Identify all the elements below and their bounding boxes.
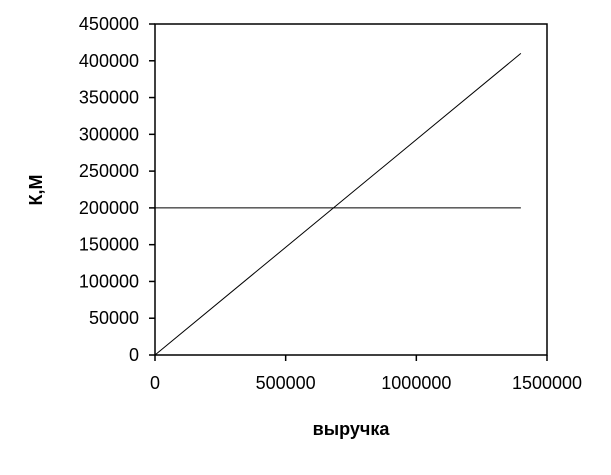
y-tick-label: 400000 [79, 51, 139, 71]
series-line-1 [154, 53, 522, 356]
y-tick-label: 150000 [79, 235, 139, 255]
y-tick-label: 0 [129, 345, 139, 365]
x-tick-label: 0 [150, 373, 160, 393]
x-tick-label: 1500000 [512, 373, 582, 393]
y-axis-title: К,М [26, 175, 46, 206]
y-tick-label: 300000 [79, 124, 139, 144]
y-tick-label: 450000 [79, 14, 139, 34]
x-tick-label: 500000 [256, 373, 316, 393]
x-tick-label: 1000000 [381, 373, 451, 393]
y-tick-label: 350000 [79, 88, 139, 108]
x-axis-title: выручка [313, 419, 391, 439]
y-tick-label: 200000 [79, 198, 139, 218]
y-tick-label: 250000 [79, 161, 139, 181]
y-tick-label: 50000 [89, 308, 139, 328]
y-tick-label: 100000 [79, 271, 139, 291]
plot-area [154, 23, 548, 356]
